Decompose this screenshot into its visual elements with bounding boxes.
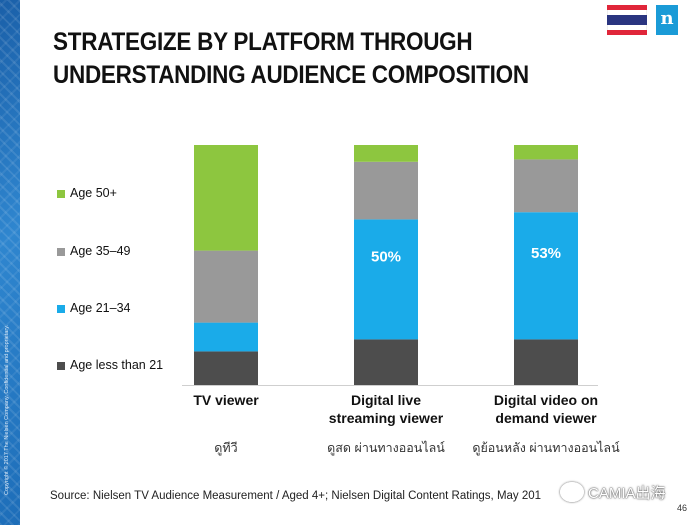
bar-digital-live-streaming-viewer-age-21-34 <box>354 219 418 340</box>
legend-swatch-age-35-49 <box>57 248 65 256</box>
category-label-digital-live-streaming-viewer-line-1: Digital live <box>351 392 421 408</box>
category-label-digital-video-on-demand-viewer-line-1: Digital video on <box>494 392 598 408</box>
bar-digital-video-on-demand-viewer-age-less-than-21 <box>514 339 578 385</box>
flag-stripe-blue <box>607 15 647 25</box>
category-label-tv-viewer-line-1: TV viewer <box>193 392 259 408</box>
legend-swatch-age-less-than-21 <box>57 362 65 370</box>
flag-stripe-white-top <box>607 10 647 15</box>
legend-label-age-21-34: Age 21–34 <box>70 301 131 315</box>
thai-label-digital-live-streaming-viewer: ดูสด ผ่านทางออนไลน์ <box>327 441 445 456</box>
thailand-flag-icon <box>607 5 647 35</box>
watermark: CAMIA出海 <box>560 480 666 504</box>
bar-digital-video-on-demand-viewer-age-50 <box>514 145 578 160</box>
legend-swatch-age-50 <box>57 190 65 198</box>
thai-label-digital-video-on-demand-viewer: ดูย้อนหลัง ผ่านทางออนไลน์ <box>472 441 620 456</box>
bar-digital-video-on-demand-viewer-age-21-34 <box>514 212 578 340</box>
bar-tv-viewer-age-35-49 <box>194 250 258 323</box>
data-label-digital-live-streaming-viewer: 50% <box>371 248 401 265</box>
slide-title: STRATEGIZE BY PLATFORM THROUGH UNDERSTAN… <box>53 26 529 92</box>
slide-title-line-1: STRATEGIZE BY PLATFORM THROUGH <box>53 28 473 56</box>
slide-title-line-2: UNDERSTANDING AUDIENCE COMPOSITION <box>53 61 529 89</box>
bar-digital-live-streaming-viewer-age-35-49 <box>354 161 418 220</box>
side-strip-texture <box>0 0 20 525</box>
watermark-text: CAMIA出海 <box>588 484 666 502</box>
category-label-digital-live-streaming-viewer-line-2: streaming viewer <box>329 410 444 426</box>
side-decoration-strip: Copyright © 2017 The Nielsen Company. Co… <box>0 0 20 525</box>
legend-swatch-age-21-34 <box>57 305 65 313</box>
nielsen-logo-icon: n <box>656 5 678 35</box>
bar-tv-viewer-age-50 <box>194 145 258 251</box>
bar-digital-live-streaming-viewer-age-50 <box>354 145 418 162</box>
wechat-icon <box>560 482 584 502</box>
bar-tv-viewer-age-21-34 <box>194 322 258 352</box>
page-number: 46 <box>677 503 688 513</box>
category-label-digital-video-on-demand-viewer-line-2: demand viewer <box>495 410 597 426</box>
thai-label-tv-viewer: ดูทีวี <box>214 441 237 456</box>
legend-label-age-less-than-21: Age less than 21 <box>70 358 163 372</box>
bar-digital-live-streaming-viewer-age-less-than-21 <box>354 339 418 385</box>
flag-stripe-red-top <box>607 5 647 10</box>
bar-tv-viewer-age-less-than-21 <box>194 351 258 385</box>
data-label-digital-video-on-demand-viewer: 53% <box>531 245 561 262</box>
source-note: Source: Nielsen TV Audience Measurement … <box>50 490 542 502</box>
bar-digital-video-on-demand-viewer-age-35-49 <box>514 159 578 213</box>
legend-label-age-35-49: Age 35–49 <box>70 244 131 258</box>
flag-stripe-white-bottom <box>607 25 647 30</box>
legend-label-age-50: Age 50+ <box>70 186 117 200</box>
flag-stripe-red-bottom <box>607 30 647 35</box>
